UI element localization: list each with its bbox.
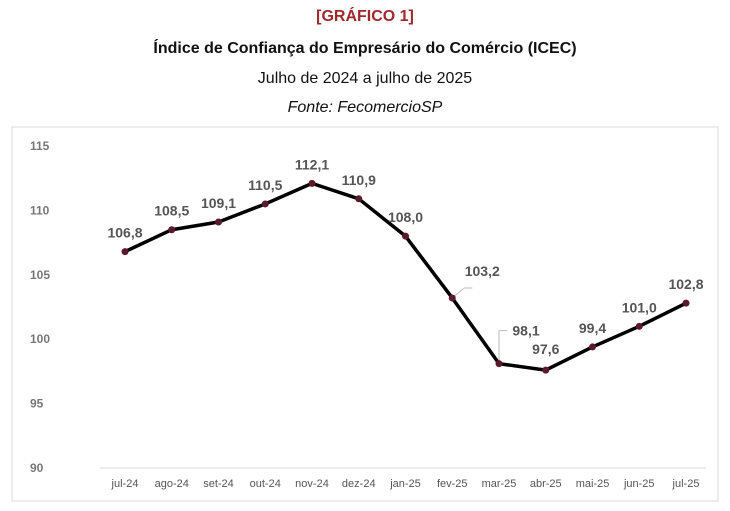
data-point [215,218,222,226]
chart-source: Fonte: FecomercioSP [287,99,443,116]
data-label: 108,0 [388,209,423,225]
data-label: 101,0 [622,299,657,315]
leader-line [451,287,473,299]
x-tick-label: jul-24 [111,478,139,490]
y-tick-label: 115 [30,139,50,153]
x-tick-label: set-24 [203,478,234,490]
chart-tag: [GRÁFICO 1] [316,8,414,25]
x-tick-label: mar-25 [482,478,517,490]
x-tick-label: nov-24 [295,478,329,490]
data-label: 99,4 [579,320,606,336]
data-label: 110,9 [342,172,376,188]
data-point [355,195,363,203]
x-tick-label: out-24 [250,478,281,490]
data-point [308,179,316,187]
y-tick-label: 105 [30,268,50,282]
data-point [495,360,503,368]
data-label: 110,5 [248,177,282,193]
x-tick-label: abr-25 [530,478,562,490]
x-tick-label: fev-25 [437,478,468,490]
data-point [168,226,176,234]
data-label: 97,6 [532,341,559,357]
y-tick-label: 90 [30,461,44,475]
leader-line [498,330,507,364]
data-point [448,294,456,302]
chart-title: Índice de Confiança do Empresário do Com… [153,40,577,57]
data-point [402,232,409,240]
y-tick-label: 95 [30,397,44,411]
data-point [121,248,129,256]
data-label: 112,1 [295,156,329,172]
data-point [682,299,690,307]
data-label: 108,5 [154,203,189,219]
y-tick-label: 100 [30,332,50,346]
data-label: 103,2 [465,263,500,279]
x-tick-label: ago-24 [155,478,189,490]
x-tick-label: jul-25 [672,478,700,490]
data-point [261,200,269,208]
x-tick-label: dez-24 [342,478,376,490]
x-tick-label: jan-25 [389,478,421,490]
plot-frame [11,126,719,502]
data-point [589,343,596,351]
y-tick-label: 110 [30,203,50,217]
data-label: 109,1 [201,195,236,211]
chart-subtitle: Julho de 2024 a julho de 2025 [257,70,473,87]
data-label: 102,8 [668,276,703,292]
data-point [635,322,643,330]
data-label: 98,1 [512,323,539,339]
x-tick-label: mai-25 [576,478,610,490]
x-tick-label: jun-25 [623,478,655,490]
data-point [542,366,550,374]
data-label: 106,8 [107,225,142,241]
